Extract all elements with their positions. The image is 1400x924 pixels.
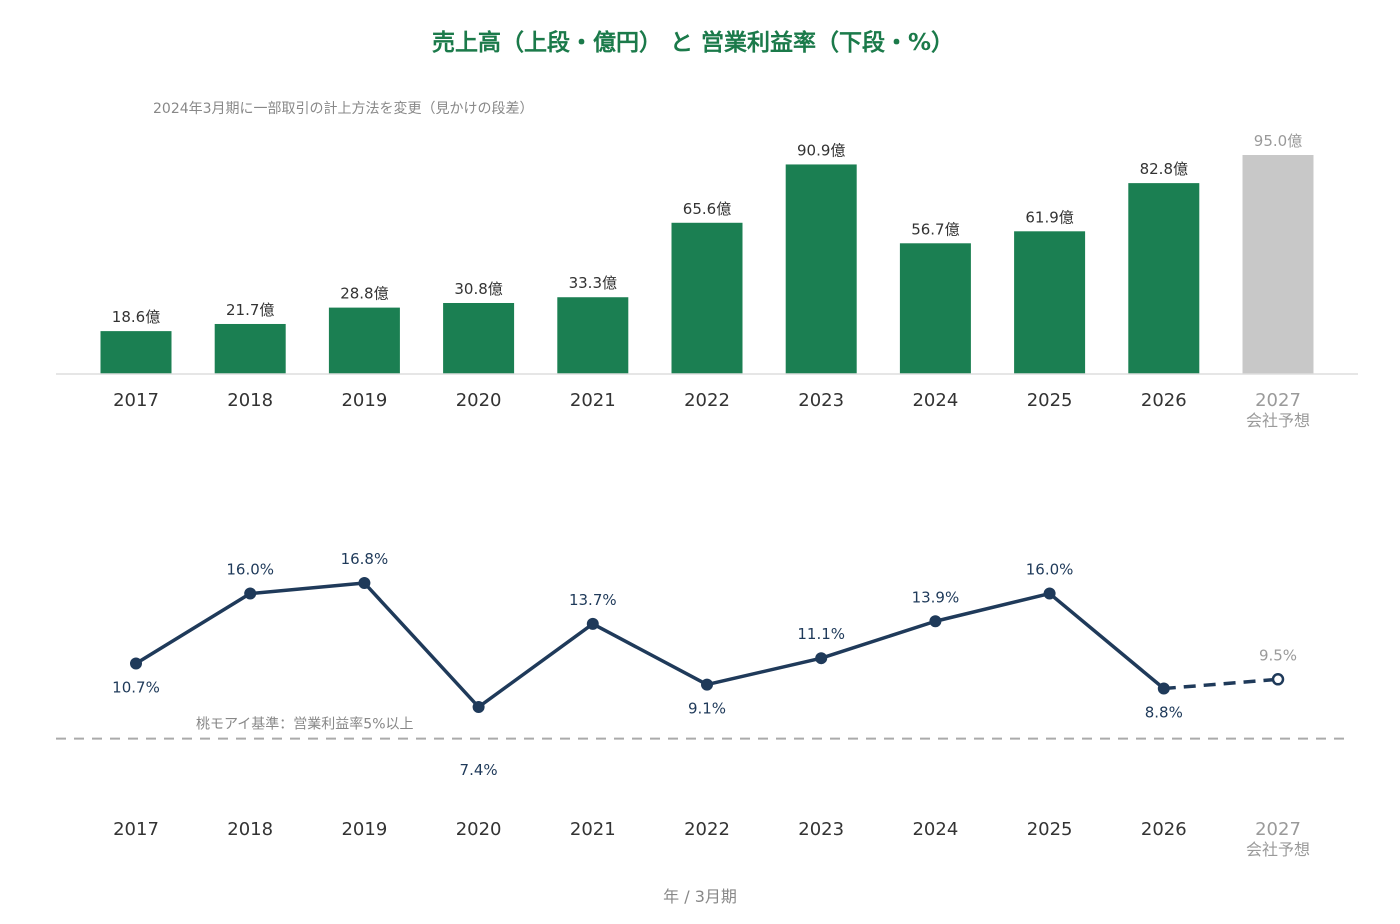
margin-point [815, 652, 828, 665]
bar-x-tick-label: 2025 [1027, 390, 1073, 411]
margin-data-label: 13.9% [912, 588, 960, 606]
bar-x-tick-label: 2026 [1141, 390, 1187, 411]
bar-x-tick-label: 2020 [456, 390, 502, 411]
bar-chart: 18.6億 2017 21.7億 2018 28.8億 2019 30.8億 2020 33.3… [100, 132, 1314, 430]
line-x-tick-label: 2027 [1255, 819, 1301, 840]
revenue-data-label: 65.6億 [683, 200, 731, 218]
revenue-bar [785, 164, 857, 374]
revenue-data-label: 82.8億 [1140, 160, 1188, 178]
margin-point [358, 577, 371, 589]
line-forecast-sublabel: 会社予想 [1246, 840, 1310, 859]
chart-title: 売上高（上段・億円） と 営業利益率（下段・%） [432, 29, 954, 56]
margin-data-label: 11.1% [797, 625, 845, 643]
revenue-data-label: 95.0億 [1254, 132, 1302, 150]
bar-x-tick-label: 2023 [798, 390, 844, 411]
line-x-tick-label: 2017 [113, 819, 159, 840]
revenue-bar [1242, 155, 1314, 374]
bar-x-tick-label: 2018 [227, 390, 273, 411]
margin-point [929, 615, 942, 628]
revenue-data-label: 33.3億 [569, 274, 617, 292]
margin-point [1043, 587, 1056, 600]
margin-data-label: 10.7% [112, 678, 160, 696]
line-x-tick-label: 2025 [1027, 819, 1073, 840]
margin-data-label: 16.0% [226, 561, 274, 579]
revenue-data-label: 90.9億 [797, 141, 845, 159]
revenue-bar [1014, 231, 1086, 374]
margin-data-label: 8.8% [1145, 704, 1183, 722]
revenue-data-label: 21.7億 [226, 301, 274, 319]
revenue-bar [214, 323, 286, 374]
margin-point [1271, 673, 1285, 686]
bar-x-tick-label: 2024 [912, 390, 958, 411]
line-x-tick-label: 2019 [341, 819, 387, 840]
bar-forecast-sublabel: 会社予想 [1246, 411, 1310, 430]
margin-data-label: 9.5% [1259, 646, 1297, 664]
bar-x-tick-label: 2019 [341, 390, 387, 411]
line-x-tick-label: 2021 [570, 819, 616, 840]
line-x-tick-label: 2020 [456, 819, 502, 840]
revenue-bar [1128, 183, 1200, 374]
revenue-data-label: 61.9億 [1025, 208, 1073, 226]
margin-point [586, 617, 599, 630]
revenue-bar [328, 307, 400, 374]
margin-point [1157, 682, 1170, 695]
margin-data-label: 9.1% [688, 700, 726, 718]
revenue-bar [899, 243, 971, 374]
margin-line-actual [134, 581, 1166, 709]
margin-data-label: 16.8% [341, 550, 389, 568]
line-x-tick-label: 2024 [912, 819, 958, 840]
bar-x-tick-label: 2027 [1255, 390, 1301, 411]
x-axis-label: 年 / 3月期 [663, 887, 737, 906]
revenue-data-label: 30.8億 [454, 280, 502, 298]
line-x-tick-label: 2023 [798, 819, 844, 840]
revenue-bar [557, 297, 629, 374]
revenue-data-label: 56.7億 [911, 220, 959, 238]
line-x-tick-label: 2018 [227, 819, 273, 840]
margin-point [701, 678, 713, 691]
line-chart: 桃モアイ基準：営業利益率5%以上 10.7% 2017 16.0% 2018 16.8% 2… [56, 550, 1350, 859]
bar-x-tick-label: 2022 [684, 390, 730, 411]
revenue-data-label: 18.6億 [112, 308, 160, 326]
margin-data-label: 16.0% [1026, 561, 1074, 579]
line-x-tick-label: 2022 [684, 819, 730, 840]
margin-data-label: 13.7% [569, 591, 617, 609]
bar-x-tick-label: 2017 [113, 390, 159, 411]
revenue-bar [443, 302, 515, 374]
line-x-tick-label: 2026 [1141, 819, 1187, 840]
margin-line-forecast [1163, 677, 1279, 691]
margin-point [472, 701, 485, 713]
bar-chart-note: 2024年3月期に一部取引の計上方法を変更（見かけの段差） [153, 100, 534, 117]
revenue-data-label: 28.8億 [340, 285, 388, 303]
margin-point [244, 587, 257, 600]
reference-line-label: 桃モアイ基準：営業利益率5%以上 [196, 716, 414, 733]
revenue-bar [671, 222, 743, 374]
margin-point [130, 657, 142, 670]
margin-data-label: 7.4% [460, 761, 498, 779]
bar-x-tick-label: 2021 [570, 390, 616, 411]
revenue-bar [100, 331, 172, 374]
